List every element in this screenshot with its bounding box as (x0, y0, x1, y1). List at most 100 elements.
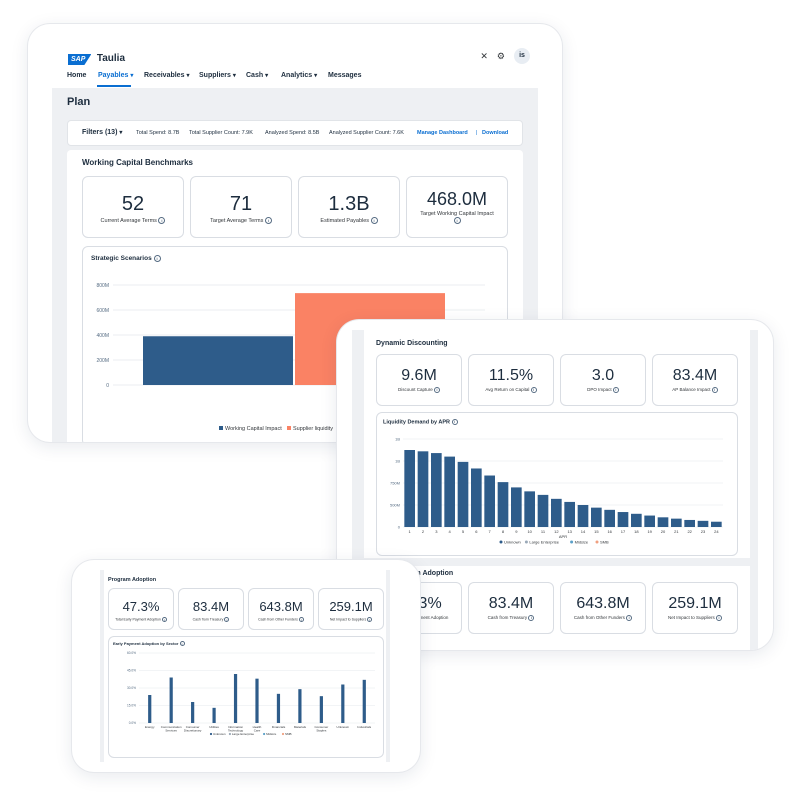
x-tick-label: 24 (714, 529, 719, 534)
y-tick-label: 0 (398, 525, 401, 530)
info-icon[interactable]: i (612, 387, 619, 393)
bar (417, 451, 429, 527)
legend-label: Unknown (504, 540, 521, 545)
info-icon[interactable]: i (451, 419, 458, 425)
info-icon[interactable]: i (264, 217, 272, 224)
info-icon[interactable]: i (626, 615, 633, 621)
legend-swatch (499, 540, 503, 544)
bar (143, 336, 293, 385)
x-tick-label: Care (254, 729, 261, 733)
bar (233, 674, 238, 723)
y-tick-label: 30.0% (127, 686, 136, 690)
legend-label: Midsize (266, 732, 277, 736)
x-axis-label: APR (559, 534, 567, 539)
nav-home[interactable]: Home (67, 72, 87, 79)
legend-label: SMB (600, 540, 609, 545)
bar (444, 456, 455, 527)
info-icon[interactable]: i (530, 387, 537, 393)
x-tick-label: 11 (541, 529, 546, 534)
benchmarks-title: Working Capital Benchmarks (82, 158, 193, 167)
info-icon[interactable]: i (367, 617, 373, 622)
kpi-value: 11.5% (488, 367, 534, 384)
bar (511, 487, 522, 527)
bar (362, 679, 366, 723)
info-icon[interactable]: i (434, 387, 441, 393)
nav-receivables[interactable]: Receivables ▾ (144, 72, 190, 79)
legend-swatch (281, 732, 285, 736)
page-title: Plan (67, 96, 91, 108)
wrench-icon[interactable]: ✕ (480, 50, 488, 61)
x-tick-label: 19 (647, 529, 652, 534)
x-tick-label: 18 (634, 529, 639, 534)
kpi-other-funders: 643.8M Cash from Other Funders i (248, 588, 314, 630)
legend-label: Unknown (213, 732, 226, 736)
bar (657, 517, 669, 527)
bar (617, 512, 629, 527)
kpi-value: 83.4M (672, 367, 718, 384)
nav-active-indicator (97, 85, 131, 87)
x-tick-label: 1 (409, 529, 412, 534)
info-icon[interactable]: i (224, 617, 230, 622)
info-icon[interactable]: i (158, 217, 166, 224)
legend-label: Working Capital Impact (225, 426, 282, 432)
legend-label: Large Enterprise (232, 732, 255, 736)
brand-logo[interactable]: SAP Taulia (68, 48, 125, 65)
info-icon[interactable]: i (453, 217, 461, 224)
kpi-label: Cash from Other Funders i (249, 617, 313, 622)
info-icon[interactable]: i (528, 615, 535, 621)
chevron-down-icon: ▾ (119, 130, 123, 136)
kpi-label: Total Early Payment Adoption i (109, 617, 173, 622)
filters-bar: Filters (13) ▾ Total Spend: 8.7B Total Su… (67, 120, 523, 146)
filters-toggle[interactable]: Filters (13) ▾ (82, 129, 123, 136)
x-tick-label: 17 (621, 529, 626, 534)
gear-icon[interactable]: ⚙ (496, 50, 505, 61)
kpi-mid-other-funders: 643.8M Cash from Other Funders i (560, 582, 646, 634)
nav-cash[interactable]: Cash ▾ (246, 72, 269, 79)
info-icon[interactable]: i (161, 617, 167, 622)
program-title: Program Adoption (108, 577, 157, 583)
bar (697, 520, 709, 527)
avatar[interactable]: is (514, 48, 530, 64)
kpi-label: Net Impact to Suppliers i (319, 617, 383, 622)
kpi-label: DPO Impact i (561, 387, 645, 393)
info-icon[interactable]: i (153, 255, 161, 262)
kpi-value: 71 (229, 193, 253, 215)
info-icon[interactable]: i (298, 617, 304, 622)
kpi-value: 643.8M (259, 599, 303, 614)
kpi-value: 52 (121, 193, 145, 215)
info-icon[interactable]: i (711, 387, 718, 393)
bar (276, 693, 281, 723)
nav-payables[interactable]: Payables ▾ (98, 72, 134, 79)
bar (319, 696, 323, 723)
liquidity-demand-card: Liquidity Demand by APR i 0 500M 750M 1B 1B 1… (376, 412, 738, 556)
download-link[interactable]: Download (482, 130, 509, 136)
kpi-value: 468.0M (426, 189, 488, 209)
y-tick-label: 1B (395, 437, 400, 442)
manage-dashboard-link[interactable]: Manage Dashboard (417, 130, 468, 136)
bar (577, 505, 589, 527)
nav-analytics[interactable]: Analytics ▾ (281, 72, 318, 79)
scenarios-title: Strategic Scenarios i (91, 255, 161, 262)
x-tick-label: 4 (449, 529, 452, 534)
sector-chart-title: Early Payment Adoption by Sector i (113, 641, 185, 647)
info-icon[interactable]: i (370, 217, 378, 224)
stat-analyzed-spend: Analyzed Spend: 8.5B (265, 130, 320, 136)
x-tick-label: 16 (607, 529, 612, 534)
nav-suppliers[interactable]: Suppliers ▾ (199, 72, 236, 79)
y-tick-label: 600M (96, 308, 109, 314)
kpi-estimated-payables: 1.3B Estimated Payables i (298, 176, 400, 238)
bar (591, 507, 602, 527)
y-tick-label: 500M (390, 503, 400, 508)
x-tick-label: Services (165, 729, 177, 733)
info-icon[interactable]: i (716, 615, 723, 621)
bar (341, 684, 345, 723)
nav-messages[interactable]: Messages (328, 72, 362, 79)
y-tick-label: 0 (106, 383, 109, 389)
kpi-label: Target Average Terms i (191, 217, 291, 224)
kpi-mid-treasury: 83.4M Cash from Treasury i (468, 582, 554, 634)
info-icon[interactable]: i (179, 641, 185, 647)
kpi-label: Net Impact to Suppliers i (653, 615, 737, 621)
legend-label: Large Enterprise (529, 540, 559, 545)
program-window: Program Adoption 47.3% Total Early Payme… (72, 560, 420, 772)
